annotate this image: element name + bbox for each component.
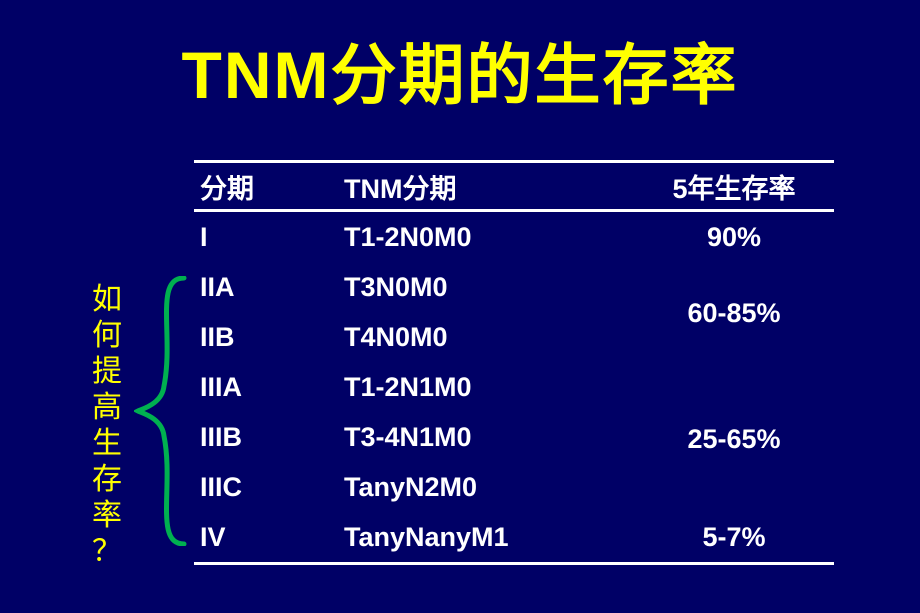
cell-tnm: T1-2N1M0 [344, 372, 634, 403]
side-question: 如 何 提 高 生 存 率 ？ [90, 282, 124, 570]
cell-survival: 25-65% [634, 424, 834, 455]
side-char: 何 [90, 318, 124, 354]
cell-stage: IIB [194, 322, 344, 353]
tnm-table: 分期 TNM分期 5年生存率 I T1-2N0M0 90% IIA T3N0M0… [194, 160, 834, 565]
side-char: 率 [90, 498, 124, 534]
cell-tnm: TanyNanyM1 [344, 522, 634, 553]
side-char: 如 [90, 282, 124, 318]
side-char: 生 [90, 426, 124, 462]
header-survival: 5年生存率 [634, 167, 834, 206]
row-group-iii: IIIA T1-2N1M0 IIIB T3-4N1M0 IIIC TanyN2M… [194, 362, 834, 512]
curly-brace-icon [134, 276, 194, 546]
cell-stage: I [194, 222, 344, 253]
cell-tnm: TanyN2M0 [344, 472, 634, 503]
cell-stage: IV [194, 522, 344, 553]
slide-title: TNM分期的生存率 [0, 0, 920, 118]
table-row: IV TanyNanyM1 5-7% [194, 512, 834, 562]
header-stage: 分期 [194, 167, 344, 206]
side-char: 存 [90, 462, 124, 498]
side-char: ？ [90, 534, 124, 570]
cell-tnm: T3N0M0 [344, 272, 634, 303]
cell-survival: 5-7% [634, 522, 834, 553]
table-header-row: 分期 TNM分期 5年生存率 [194, 160, 834, 212]
cell-tnm: T3-4N1M0 [344, 422, 634, 453]
cell-tnm: T1-2N0M0 [344, 222, 634, 253]
side-char: 高 [90, 390, 124, 426]
table-row: IIIC TanyN2M0 [194, 462, 834, 512]
side-char: 提 [90, 354, 124, 390]
table-row: IIIA T1-2N1M0 [194, 362, 834, 412]
cell-stage: IIIC [194, 472, 344, 503]
cell-survival: 90% [634, 222, 834, 253]
cell-survival: 60-85% [634, 298, 834, 329]
cell-stage: IIIB [194, 422, 344, 453]
cell-stage: IIA [194, 272, 344, 303]
table-row: I T1-2N0M0 90% [194, 212, 834, 262]
cell-tnm: T4N0M0 [344, 322, 634, 353]
header-tnm: TNM分期 [344, 167, 634, 206]
table-body: I T1-2N0M0 90% IIA T3N0M0 IIB T4N0M0 60-… [194, 212, 834, 565]
slide-content: 如 何 提 高 生 存 率 ？ 分期 TNM分期 5年生存率 I T1-2N0M… [0, 160, 920, 590]
row-group-ii: IIA T3N0M0 IIB T4N0M0 60-85% [194, 262, 834, 362]
cell-stage: IIIA [194, 372, 344, 403]
